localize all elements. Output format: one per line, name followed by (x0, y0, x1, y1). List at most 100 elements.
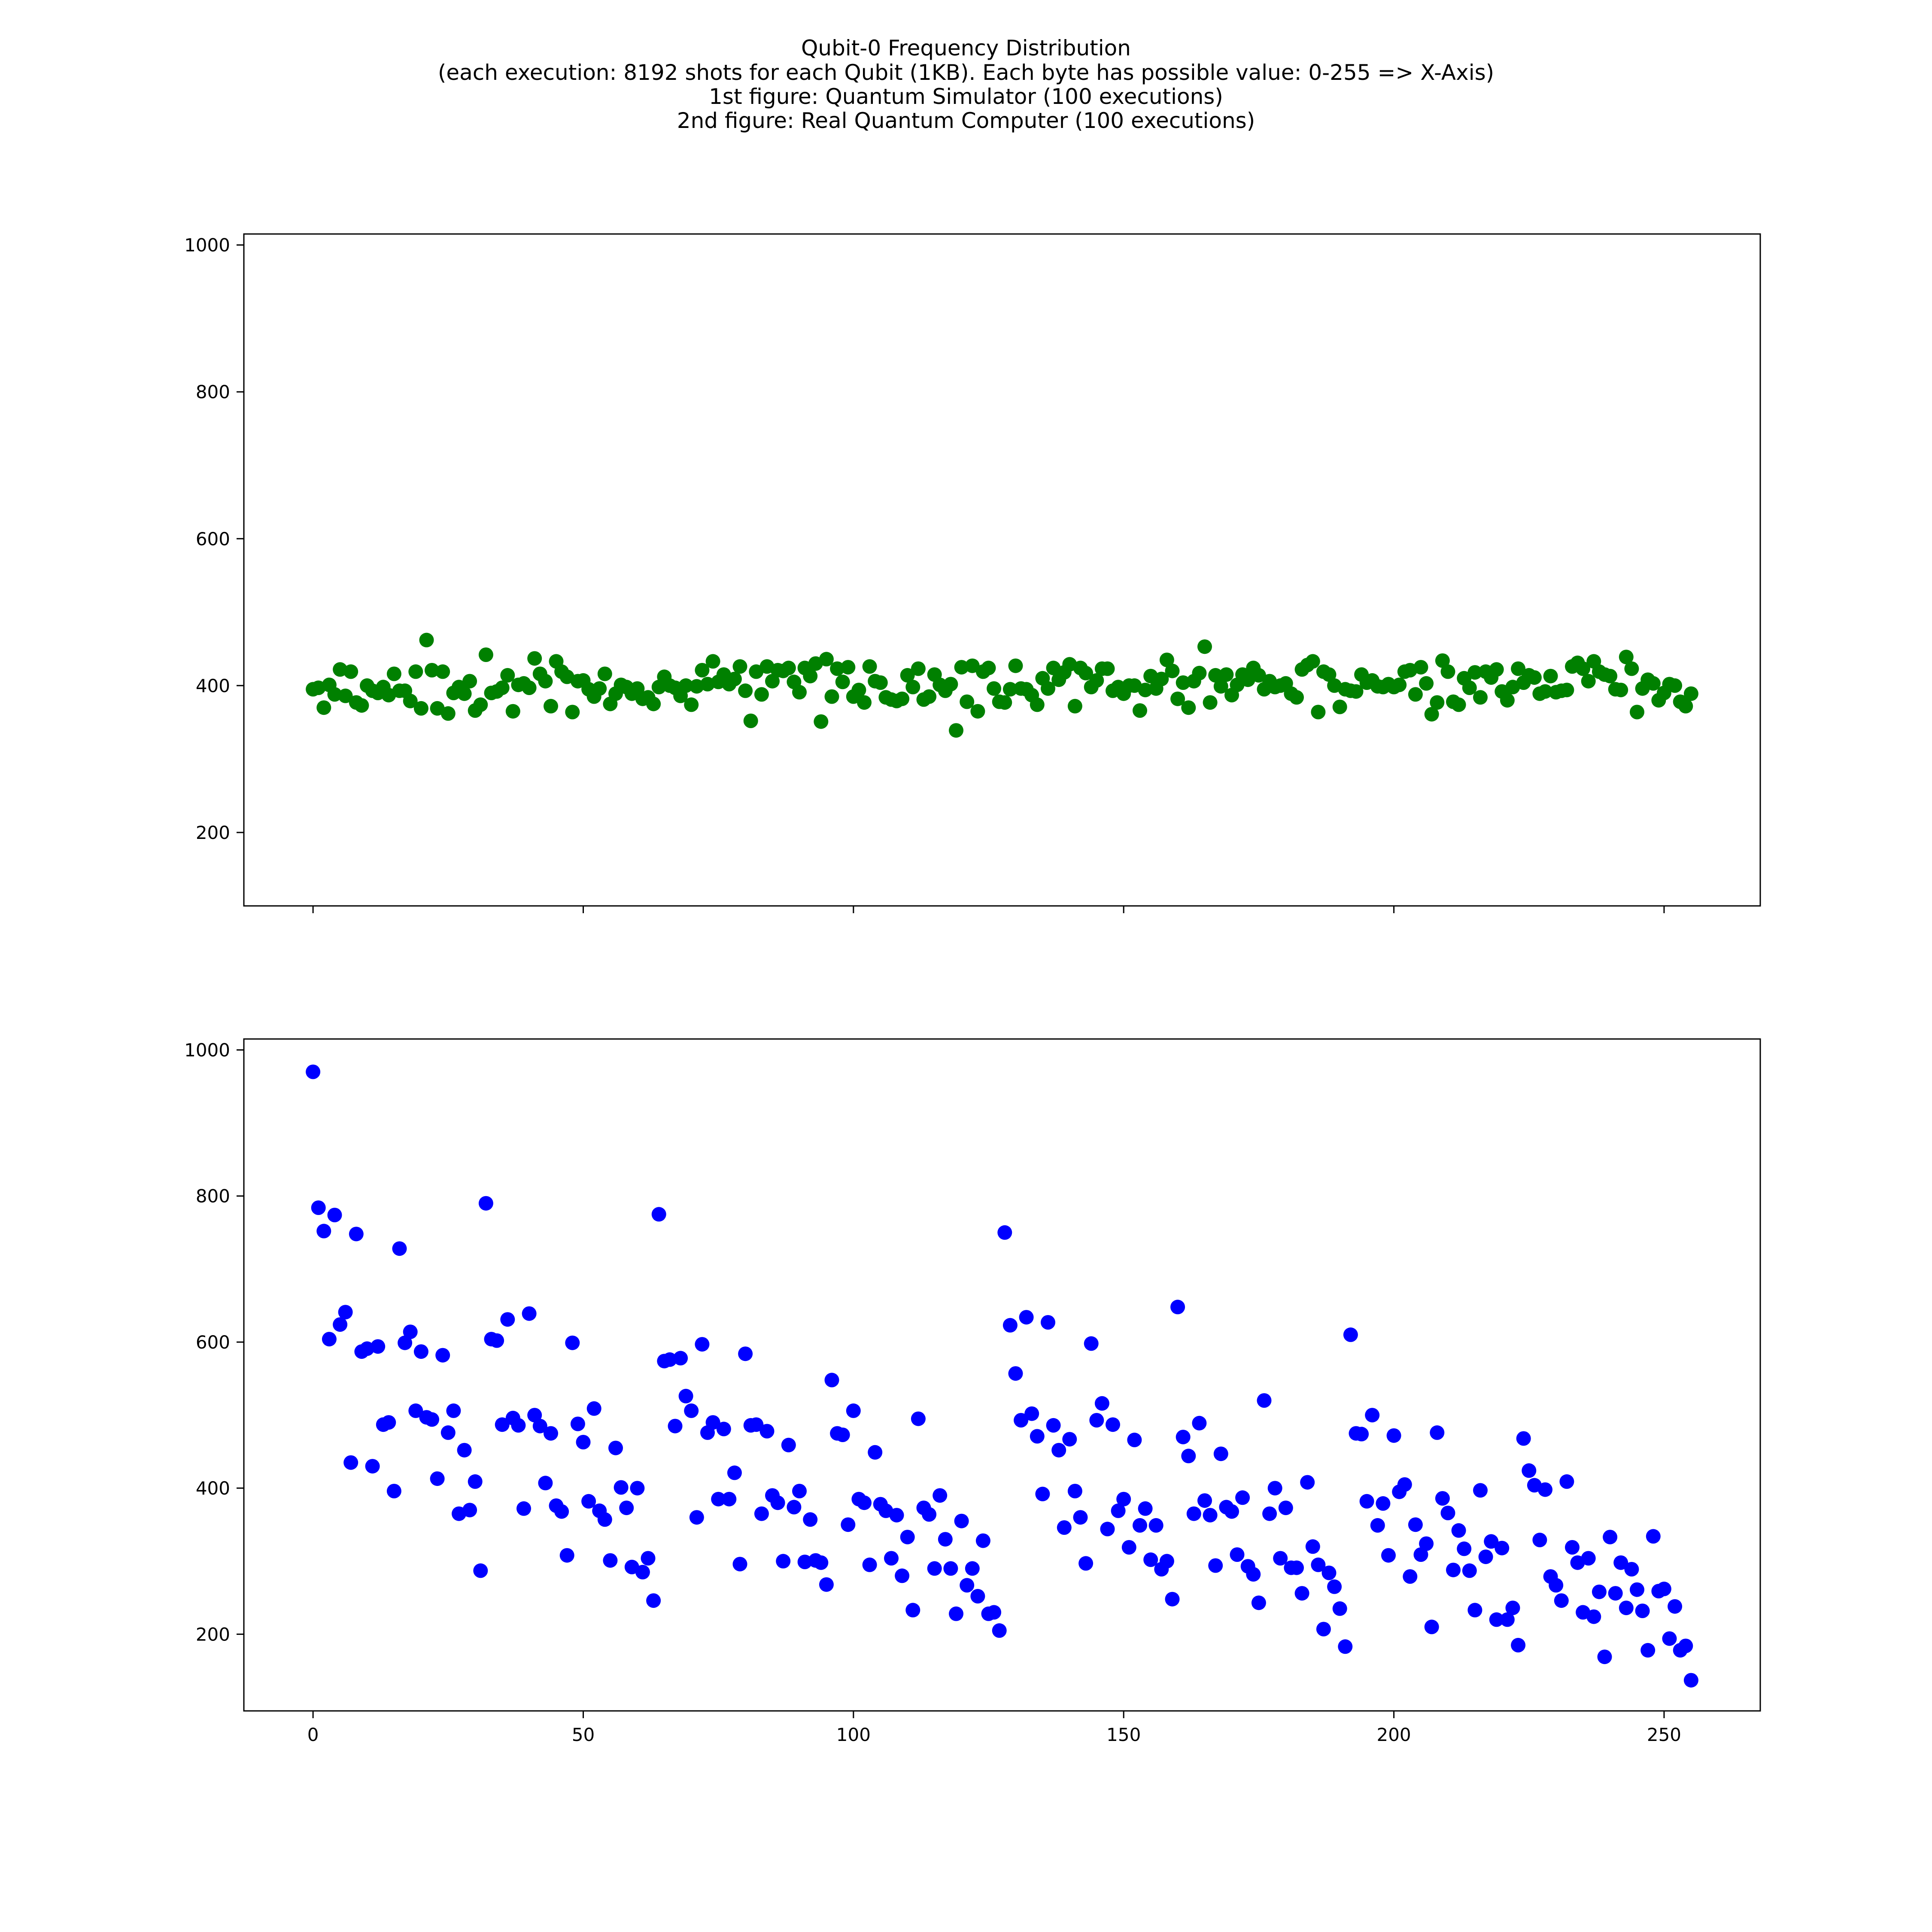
data-point (603, 1553, 618, 1568)
data-point (1683, 1673, 1698, 1688)
data-point (322, 1332, 337, 1347)
data-point (338, 688, 353, 703)
data-point (1251, 668, 1266, 683)
data-point (635, 1564, 650, 1580)
data-point (1111, 1503, 1126, 1518)
data-point (732, 659, 747, 674)
data-point (727, 671, 742, 687)
data-point (473, 697, 488, 712)
data-point (1668, 1599, 1683, 1614)
data-point (884, 1551, 899, 1566)
data-point (316, 700, 331, 715)
data-point (1208, 668, 1223, 683)
data-point (1176, 1430, 1191, 1445)
data-point (1327, 1579, 1342, 1594)
figure-subtitle-shots: (each execution: 8192 shots for each Qub… (437, 60, 1495, 85)
y-tick-label: 800 (196, 382, 230, 403)
data-point (1311, 705, 1326, 720)
data-point (738, 1346, 753, 1361)
data-point (316, 1224, 331, 1239)
y-tick-label: 200 (196, 822, 230, 843)
data-point (1192, 665, 1207, 680)
data-point (495, 1417, 510, 1432)
data-point (1403, 1569, 1418, 1584)
data-point (462, 674, 477, 689)
data-point (776, 1554, 791, 1569)
data-point (360, 1341, 374, 1356)
data-point (1121, 1540, 1136, 1555)
data-point (570, 1416, 585, 1431)
data-point (532, 1419, 547, 1434)
data-point (1133, 703, 1147, 718)
data-point (1349, 684, 1364, 699)
data-point (1511, 661, 1526, 676)
data-point (408, 1403, 423, 1418)
data-point (408, 664, 423, 679)
data-point (814, 714, 829, 729)
data-point (371, 1339, 386, 1354)
data-point (1495, 1540, 1510, 1555)
data-point (987, 1605, 1002, 1620)
data-point (1008, 1366, 1023, 1381)
data-point (425, 663, 439, 677)
data-point (1100, 661, 1115, 676)
data-point (478, 1196, 493, 1211)
axes-frame (243, 233, 1761, 907)
data-point (511, 1418, 526, 1433)
data-point (1030, 1429, 1045, 1444)
data-point (1500, 693, 1515, 708)
data-point (678, 678, 693, 693)
data-point (565, 705, 580, 720)
data-point (1440, 664, 1455, 679)
data-point (343, 664, 358, 679)
data-point (835, 674, 850, 690)
data-point (862, 659, 877, 674)
data-point (1170, 1300, 1185, 1315)
data-point (922, 1507, 937, 1522)
data-point (1035, 1486, 1050, 1501)
data-point (1203, 695, 1218, 710)
data-point (1305, 1539, 1320, 1554)
data-point (911, 661, 926, 676)
data-point (586, 1401, 601, 1416)
data-point (495, 680, 510, 695)
data-point (1133, 1518, 1147, 1533)
data-point (1073, 1510, 1088, 1525)
data-point (1262, 1506, 1277, 1521)
data-point (954, 660, 969, 675)
data-point (841, 1517, 856, 1532)
data-point (787, 1500, 802, 1515)
data-point (922, 689, 937, 704)
data-point (576, 1435, 591, 1449)
data-point (538, 674, 553, 689)
data-point (1516, 1431, 1531, 1446)
data-point (1489, 662, 1504, 677)
data-point (1316, 1622, 1331, 1637)
data-point (662, 1352, 677, 1367)
data-point (1084, 1336, 1099, 1351)
data-point (538, 1476, 553, 1491)
data-point (419, 632, 434, 647)
data-point (1538, 1482, 1552, 1497)
data-point (1014, 1413, 1029, 1428)
y-tick-label: 200 (196, 1624, 230, 1645)
data-point (1635, 1604, 1650, 1618)
data-point (1424, 707, 1439, 722)
x-tick-label: 0 (307, 1724, 319, 1745)
data-point (1127, 1432, 1142, 1447)
data-point (430, 1471, 445, 1486)
data-point (943, 677, 958, 692)
data-point (1451, 697, 1466, 712)
data-point (1078, 665, 1094, 680)
data-point (1624, 1562, 1639, 1577)
data-point (970, 704, 985, 719)
data-point (895, 1568, 910, 1583)
data-point (392, 1241, 407, 1256)
data-point (522, 680, 537, 695)
data-point (1230, 1547, 1245, 1562)
y-tick-label: 1000 (184, 235, 230, 256)
data-point (1624, 661, 1639, 676)
data-point (1473, 1483, 1488, 1498)
data-point (905, 1603, 920, 1618)
data-point (1505, 1601, 1520, 1616)
